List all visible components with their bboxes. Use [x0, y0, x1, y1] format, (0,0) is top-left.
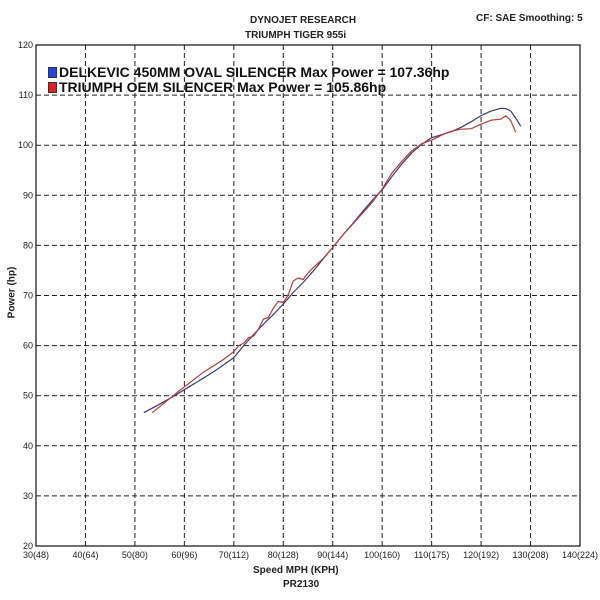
- y-tick-label: 70: [23, 291, 33, 301]
- legend-label-triumph-oem: TRIUMPH OEM SILENCER Max Power = 105.86h…: [59, 79, 387, 95]
- x-tick-label: 100(160): [364, 550, 400, 560]
- legend-label-delkevic: DELKEVIC 450MM OVAL SILENCER Max Power =…: [59, 64, 450, 80]
- x-tick-label: 30(48): [23, 550, 49, 560]
- x-tick-label: 110(175): [414, 550, 449, 560]
- legend-item-delkevic: DELKEVIC 450MM OVAL SILENCER Max Power =…: [48, 64, 449, 80]
- y-tick-label: 20: [23, 541, 33, 551]
- cf-smoothing-info: CF: SAE Smoothing: 5: [476, 13, 583, 24]
- x-tick-label: 40(64): [72, 550, 98, 560]
- y-tick-label: 120: [18, 40, 33, 50]
- y-tick-label: 30: [23, 491, 33, 501]
- plot-frame: [35, 44, 581, 547]
- y-tick-label: 100: [18, 140, 33, 150]
- legend-item-triumph-oem: TRIUMPH OEM SILENCER Max Power = 105.86h…: [48, 79, 386, 95]
- chart-title: DYNOJET RESEARCH: [250, 15, 357, 26]
- x-tick-label: 130(208): [513, 550, 549, 560]
- x-tick-label: 60(96): [171, 550, 197, 560]
- legend-swatch-red: [48, 81, 57, 93]
- x-tick-label: 80(128): [268, 550, 299, 560]
- y-tick-label: 50: [23, 391, 33, 401]
- chart-subtitle: TRIUMPH TIGER 955i: [245, 30, 347, 41]
- x-axis-label: Speed MPH (KPH): [253, 565, 339, 576]
- y-tick-label: 60: [23, 341, 33, 351]
- y-tick-label: 110: [19, 90, 33, 100]
- x-tick-label: 140(224): [562, 550, 598, 560]
- legend-swatch-blue: [48, 66, 57, 78]
- y-tick-label: 80: [23, 240, 33, 250]
- x-tick-label: 120(192): [463, 550, 499, 560]
- x-tick-label: 50(80): [122, 550, 148, 560]
- x-tick-label: 90(144): [317, 550, 348, 560]
- y-tick-label: 90: [23, 190, 33, 200]
- series-line-triumph-oem: [151, 115, 517, 414]
- series-line-delkevic: [143, 107, 522, 414]
- y-tick-label: 40: [23, 441, 33, 451]
- x-tick-label: 70(112): [219, 550, 249, 560]
- footer-code: PR2130: [283, 579, 320, 590]
